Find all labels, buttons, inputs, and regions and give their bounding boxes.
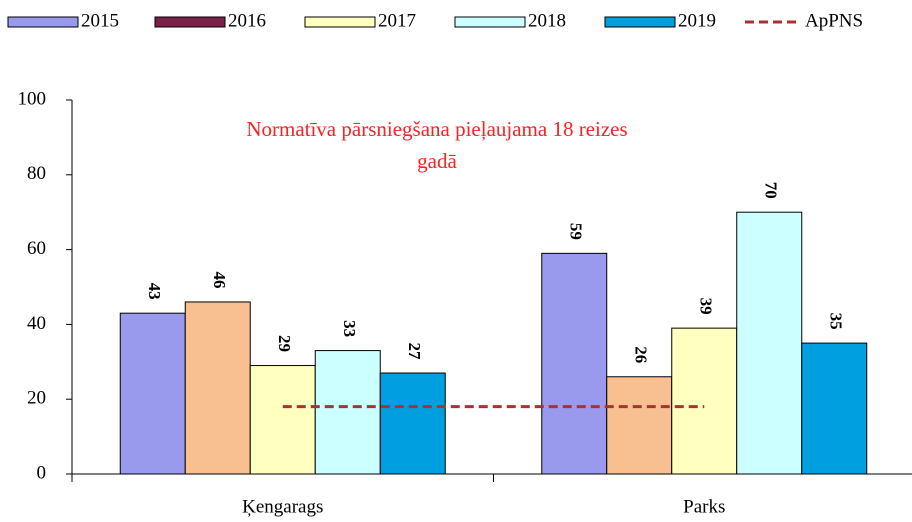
y-tick-label: 0 xyxy=(37,462,47,483)
value-label: 59 xyxy=(566,223,585,240)
bar xyxy=(379,372,446,475)
value-label: 27 xyxy=(405,343,424,361)
y-tick-label: 60 xyxy=(27,238,46,259)
value-label: 29 xyxy=(275,335,294,352)
y-tick-label: 40 xyxy=(27,313,46,334)
legend-label: 2019 xyxy=(678,10,716,31)
value-label: 26 xyxy=(631,346,650,363)
legend-swatch xyxy=(304,16,376,28)
legend-swatch xyxy=(604,16,676,28)
x-tick-label: Parks xyxy=(683,496,725,517)
value-label: 70 xyxy=(761,182,780,199)
legend-label: 2017 xyxy=(378,10,416,31)
legend-label: 2018 xyxy=(528,10,566,31)
bar xyxy=(541,252,608,475)
legend-label: ApPNS xyxy=(805,10,863,31)
annotation: gadā xyxy=(417,149,457,173)
annotation: Normatīva pārsniegšana pieļaujama 18 rei… xyxy=(246,117,627,141)
legend-swatch xyxy=(7,16,79,28)
legend-label: 2015 xyxy=(81,10,119,31)
bar xyxy=(249,365,316,475)
bar xyxy=(119,312,186,475)
value-label: 43 xyxy=(145,283,164,300)
y-tick-label: 20 xyxy=(27,388,46,409)
bar xyxy=(184,301,251,475)
value-label: 46 xyxy=(210,271,229,288)
value-label: 35 xyxy=(826,313,845,330)
bar xyxy=(736,211,803,475)
value-label: 39 xyxy=(696,298,715,315)
y-tick-label: 80 xyxy=(27,163,46,184)
legend-swatch xyxy=(454,16,526,28)
bar xyxy=(314,350,381,475)
value-label: 33 xyxy=(340,320,359,337)
bar xyxy=(606,376,673,475)
legend-swatch xyxy=(154,16,226,28)
bar xyxy=(801,342,868,475)
y-tick-label: 100 xyxy=(18,88,47,109)
legend-label: 2016 xyxy=(228,10,266,31)
bar xyxy=(671,327,738,475)
x-tick-label: Ķengarags xyxy=(242,496,323,517)
